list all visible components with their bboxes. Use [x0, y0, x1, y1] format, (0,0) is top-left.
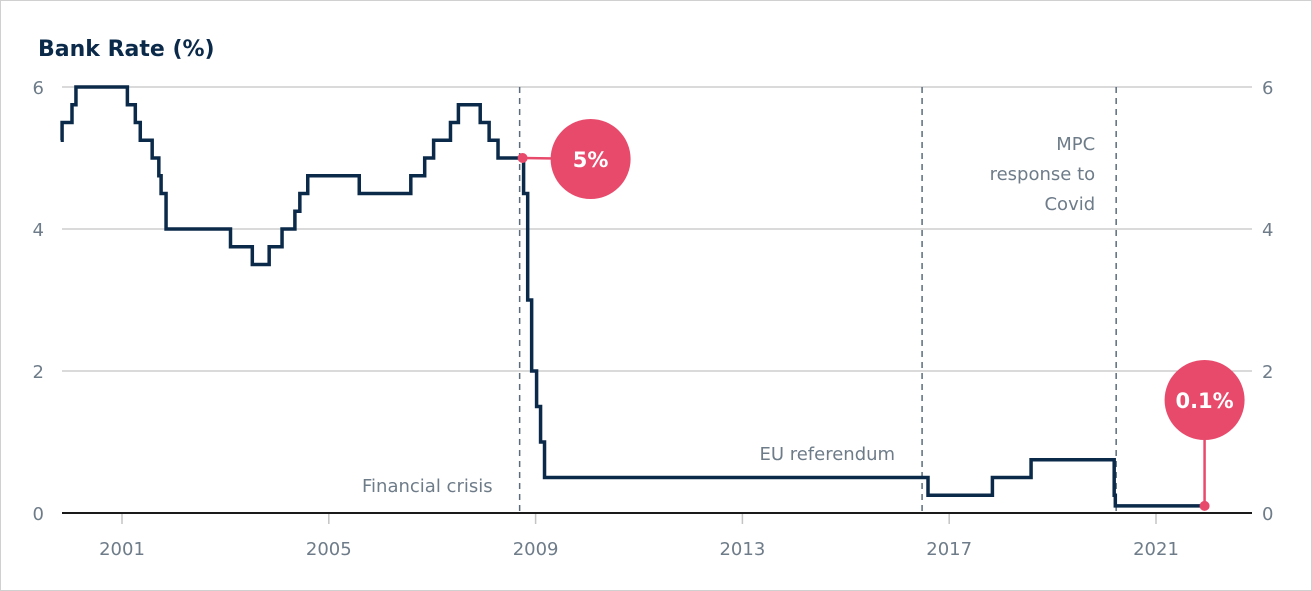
callout-label: 0.1%: [1175, 389, 1233, 413]
y-tick-label-right: 2: [1262, 362, 1273, 383]
y-tick-label-right: 0: [1262, 504, 1273, 525]
event-label: MPC: [1056, 134, 1095, 155]
callout-bubble: [1164, 360, 1245, 440]
y-tick-label-left: 4: [33, 220, 44, 241]
event-label: EU referendum: [759, 444, 895, 465]
y-tick-label-left: 2: [33, 362, 44, 383]
chart-title: Bank Rate (%): [38, 37, 215, 62]
callout-bubble: [550, 119, 631, 199]
x-tick-label: 2005: [306, 539, 352, 560]
event-label: Covid: [1044, 194, 1095, 215]
y-tick-label-left: 6: [33, 78, 44, 99]
x-tick-label: 2021: [1133, 539, 1179, 560]
callout-label: 5%: [573, 148, 609, 172]
x-tick-label: 2013: [719, 539, 765, 560]
y-tick-label-right: 4: [1262, 220, 1273, 241]
y-tick-label-left: 0: [33, 504, 44, 525]
x-tick-label: 2017: [926, 539, 972, 560]
callout-point: [1199, 500, 1210, 511]
x-tick-label: 2009: [513, 539, 559, 560]
event-label: response to: [990, 164, 1096, 185]
x-tick-label: 2001: [99, 539, 145, 560]
bank-rate-line: [60, 85, 1205, 508]
callout-point: [517, 153, 528, 163]
event-label: Financial crisis: [362, 476, 493, 497]
y-tick-label-right: 6: [1262, 78, 1273, 99]
